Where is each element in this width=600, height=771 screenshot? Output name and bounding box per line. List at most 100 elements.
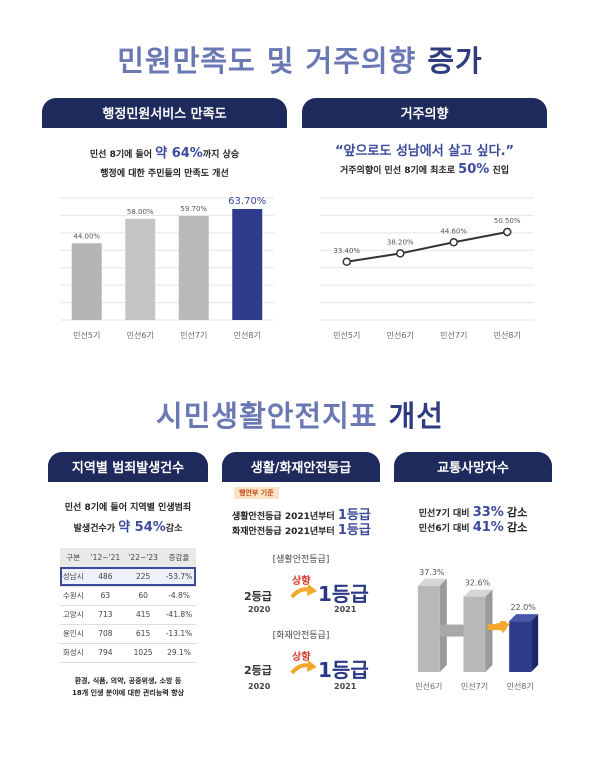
residence-tab: 거주의향 — [302, 98, 547, 126]
crime-line2-highlight: 약 54% — [118, 520, 166, 535]
crime-cell: 1025 — [124, 643, 162, 663]
crime-col-after: '22~'23 — [124, 548, 162, 568]
connector — [439, 624, 464, 637]
satisfaction-line1-highlight: 약 64% — [155, 146, 203, 161]
satisfaction-bar-chart: 44.00% 민선5기 58.00% 민선6기 59.70% 민선7기 63.70% 민선8기 — [60, 196, 274, 340]
life-arrow-icon — [290, 584, 317, 599]
residence-divider — [302, 126, 547, 128]
data-point — [342, 257, 351, 267]
data-point — [396, 249, 405, 258]
bar — [178, 215, 209, 320]
residence-line-highlight: 50% — [458, 162, 490, 177]
crime-table-header: 구분 '12~'21 '22~'23 증감율 — [60, 548, 196, 568]
data-label: 38.20% — [387, 238, 414, 246]
data-label: 32.6% — [465, 579, 491, 588]
data-label: 59.70% — [180, 205, 207, 213]
x-tick-label: 민선7기 — [440, 330, 467, 340]
crime-table-row: 화성시 794 1025 29.1% — [60, 643, 196, 663]
bar-side — [485, 589, 493, 672]
bar — [509, 621, 532, 672]
crime-table-wrap: 구분 '12~'21 '22~'23 증감율 성남시 486 225 -53.7… — [60, 548, 196, 663]
crime-cell: -53.7% — [162, 567, 196, 587]
crime-cell: 713 — [86, 605, 125, 625]
safety-line2-highlight: 1등급 — [337, 523, 371, 538]
safety-line2: 화재안전등급 2021년부터 1등급 — [222, 519, 380, 538]
data-label: 63.70% — [228, 196, 266, 207]
x-tick-label: 민선5기 — [73, 330, 100, 340]
crime-line2-suffix: 감소 — [165, 524, 183, 534]
traffic-line2-highlight: 41% — [472, 520, 504, 535]
crime-cell: -13.1% — [162, 624, 196, 644]
x-tick-label: 민선6기 — [387, 330, 414, 340]
crime-cell: 615 — [124, 624, 162, 644]
x-tick-label: 민선5기 — [333, 330, 360, 340]
arrow-head-icon — [496, 623, 511, 634]
residence-quote: “앞으로도 성남에서 살고 싶다.” — [334, 144, 515, 159]
crime-col-rate: 증감율 — [162, 548, 196, 568]
x-tick-label: 민선6기 — [127, 330, 154, 340]
crime-col-before: '12~'21 — [86, 548, 125, 568]
bar — [417, 585, 440, 672]
data-point — [503, 227, 512, 237]
crime-cell: 415 — [124, 605, 162, 625]
x-tick-label: 민선8기 — [494, 330, 521, 340]
bar — [232, 208, 263, 320]
crime-cell: 고양시 — [60, 605, 87, 625]
life-year-to: 2021 — [334, 605, 357, 614]
x-tick-label: 민선7기 — [461, 681, 488, 691]
satisfaction-line2: 행정에 대한 주민들의 만족도 개선 — [100, 169, 229, 179]
crime-cell: 225 — [124, 567, 162, 587]
crime-cell: 708 — [86, 624, 125, 644]
fire-grade-label: [화재안전등급] — [272, 631, 330, 641]
crime-cell: 60 — [124, 586, 162, 606]
crime-cell: 용인시 — [60, 624, 87, 644]
traffic-bar-chart: 37.3% 민선6기 32.6% 민선7기 22.0% 민선8기 — [415, 568, 539, 691]
section2-title-accent: 개선 — [388, 399, 444, 433]
life-year-from: 2020 — [248, 605, 271, 614]
safety-divider — [222, 480, 380, 482]
crime-table: 구분 '12~'21 '22~'23 증감율 성남시 486 225 -53.7… — [60, 548, 196, 663]
residence-line-suffix: 진입 — [492, 166, 509, 176]
crime-table-row: 용인시 708 615 -13.1% — [60, 624, 196, 644]
section1-title-accent: 증가 — [427, 44, 483, 78]
x-tick-label: 민선8기 — [234, 330, 261, 340]
traffic-line2-text: 민선6기 대비 — [418, 524, 470, 534]
bar — [125, 218, 156, 320]
fire-to-grade: 1등급 — [318, 658, 369, 682]
traffic-tab: 교통사망자수 — [394, 452, 552, 480]
data-label: 22.0% — [510, 603, 536, 612]
traffic-line1-highlight: 33% — [472, 505, 504, 520]
crime-cell: 63 — [86, 586, 125, 606]
data-label: 33.40% — [333, 247, 360, 255]
crime-cell: 수원시 — [60, 586, 87, 606]
bar-side — [531, 614, 539, 672]
fire-up-label: 상향 — [292, 652, 311, 663]
x-tick-label: 민선7기 — [180, 330, 207, 340]
bar-top — [417, 578, 447, 586]
section1-title-main: 민원만족도 및 거주의향 — [117, 44, 417, 78]
crime-cell: 486 — [86, 567, 125, 587]
satisfaction-divider — [42, 126, 287, 128]
crime-cell: 29.1% — [162, 643, 196, 663]
data-label: 37.3% — [419, 568, 445, 577]
crime-line2-text: 발생건수가 — [73, 524, 116, 534]
life-from-grade: 2등급 — [244, 590, 272, 603]
safety-line2-text: 화재안전등급 2021년부터 — [232, 527, 335, 537]
crime-cell: 794 — [86, 643, 125, 663]
section1-title: 민원만족도 및 거주의향 증가 — [0, 38, 600, 80]
traffic-divider — [394, 480, 552, 482]
data-label: 50.50% — [494, 217, 521, 225]
residence-line-text: 거주의향이 민선 8기에 최초로 — [340, 166, 456, 176]
satisfaction-tab: 행정민원서비스 만족도 — [42, 98, 287, 126]
crime-line1: 민선 8기에 들어 지역별 인생범죄 — [64, 503, 192, 513]
traffic-line2-suffix: 감소 — [506, 521, 528, 534]
crime-note2: 18개 인생 분야에 대한 관리능력 향상 — [71, 689, 185, 697]
crime-col-region: 구분 — [60, 548, 87, 568]
series-line — [346, 231, 508, 263]
fire-from-grade: 2등급 — [244, 664, 272, 677]
safety-tab: 생활/화재안전등급 — [222, 452, 380, 480]
crime-cell: 화성시 — [60, 643, 87, 663]
life-grade-label: [생활안전등급] — [272, 555, 330, 565]
data-label: 44.00% — [73, 232, 100, 240]
data-point — [449, 238, 458, 247]
